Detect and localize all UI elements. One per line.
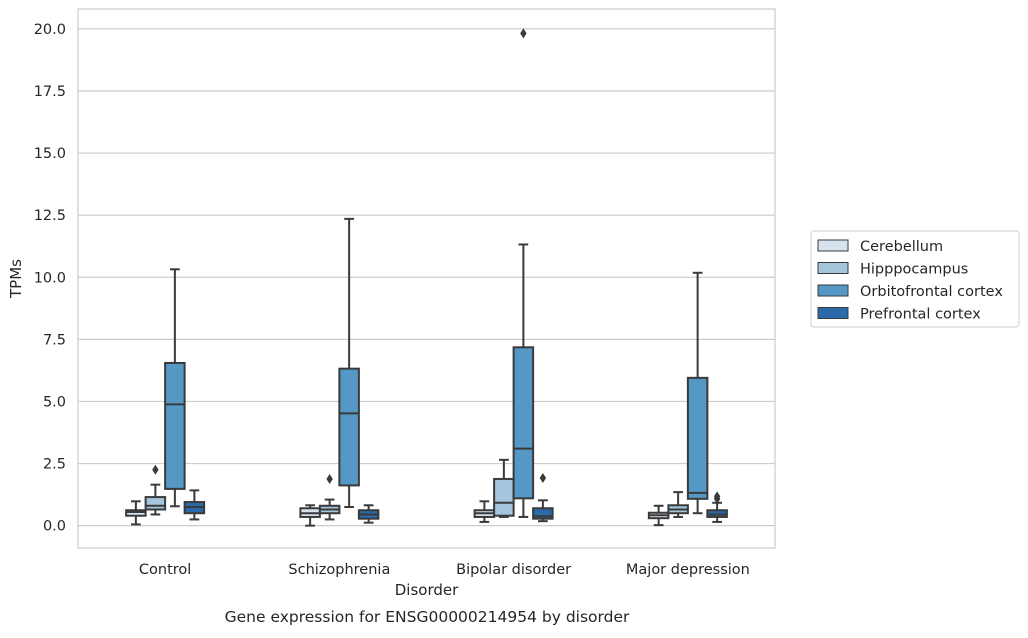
box-group: [512, 28, 535, 518]
box: [493, 477, 515, 517]
y-tick-label: 10.0: [34, 270, 66, 286]
box-group: [183, 489, 206, 521]
box-group: [532, 472, 554, 523]
chart-caption: Gene expression for ENSG00000214954 by d…: [225, 608, 630, 626]
box-group: [299, 504, 321, 527]
y-tick-label: 0.0: [43, 519, 66, 535]
box-group: [338, 217, 360, 509]
outlier-point: [539, 472, 547, 483]
box-group: [667, 491, 689, 518]
box: [512, 346, 535, 500]
legend-swatch: [817, 262, 849, 274]
legend-item: Hipppocampus: [817, 262, 968, 278]
y-tick-labels: 0.0 2.5 5.0 7.5 10.0 12.5 15.0 17.5 20.0: [34, 22, 66, 535]
box: [164, 361, 186, 490]
legend-swatch: [817, 307, 849, 319]
box-group: [647, 504, 670, 527]
box-group: [144, 464, 167, 516]
y-tick-label: 12.5: [34, 208, 66, 224]
box-group: [473, 500, 496, 523]
y-tick-label: 15.0: [34, 146, 66, 162]
legend-label: Prefrontal cortex: [860, 307, 981, 323]
box-group: [357, 504, 380, 524]
x-tick-label: Bipolar disorder: [456, 562, 571, 578]
gridlines: [78, 28, 775, 527]
legend-swatch: [817, 284, 849, 297]
legend-item: Prefrontal cortex: [817, 307, 981, 323]
box: [144, 496, 167, 511]
x-tick-label: Control: [139, 562, 191, 578]
y-tick-label: 17.5: [34, 84, 66, 100]
outlier-point: [713, 493, 721, 504]
y-tick-label: 5.0: [43, 394, 66, 410]
outlier-point: [520, 28, 527, 39]
legend-label: Hipppocampus: [860, 262, 968, 278]
x-tick-labels: Control Schizophrenia Bipolar disorder Majo…: [139, 562, 750, 578]
box: [338, 367, 360, 487]
legend-label: Cerebellum: [860, 239, 943, 255]
y-tick-label: 7.5: [43, 332, 66, 348]
x-tick-label: Major depression: [626, 562, 750, 578]
x-axis-label: Disorder: [395, 581, 459, 599]
box: [686, 376, 709, 500]
box-series: [125, 28, 728, 527]
y-tick-label: 2.5: [43, 457, 66, 473]
outlier-point: [152, 464, 159, 475]
legend-swatch: [817, 239, 849, 252]
box: [532, 507, 554, 520]
legend-label: Orbitofrontal cortex: [860, 284, 1003, 300]
y-tick-label: 20.0: [34, 22, 66, 38]
box-group: [318, 473, 341, 521]
box-group: [493, 458, 515, 518]
y-axis-label: TPMs: [7, 259, 25, 299]
box-group: [164, 268, 186, 508]
legend-frame: [810, 230, 1020, 328]
box-group: [686, 271, 709, 515]
x-tick-label: Schizophrenia: [288, 562, 390, 578]
plot-frame: [77, 8, 776, 549]
legend-item: Cerebellum: [817, 239, 943, 255]
outlier-point: [326, 473, 333, 484]
box-group: [125, 500, 147, 526]
legend-item: Orbitofrontal cortex: [817, 284, 1003, 300]
legend: Cerebellum Hipppocampus Orbitofrontal cort…: [810, 230, 1020, 328]
box-group: [706, 491, 728, 523]
